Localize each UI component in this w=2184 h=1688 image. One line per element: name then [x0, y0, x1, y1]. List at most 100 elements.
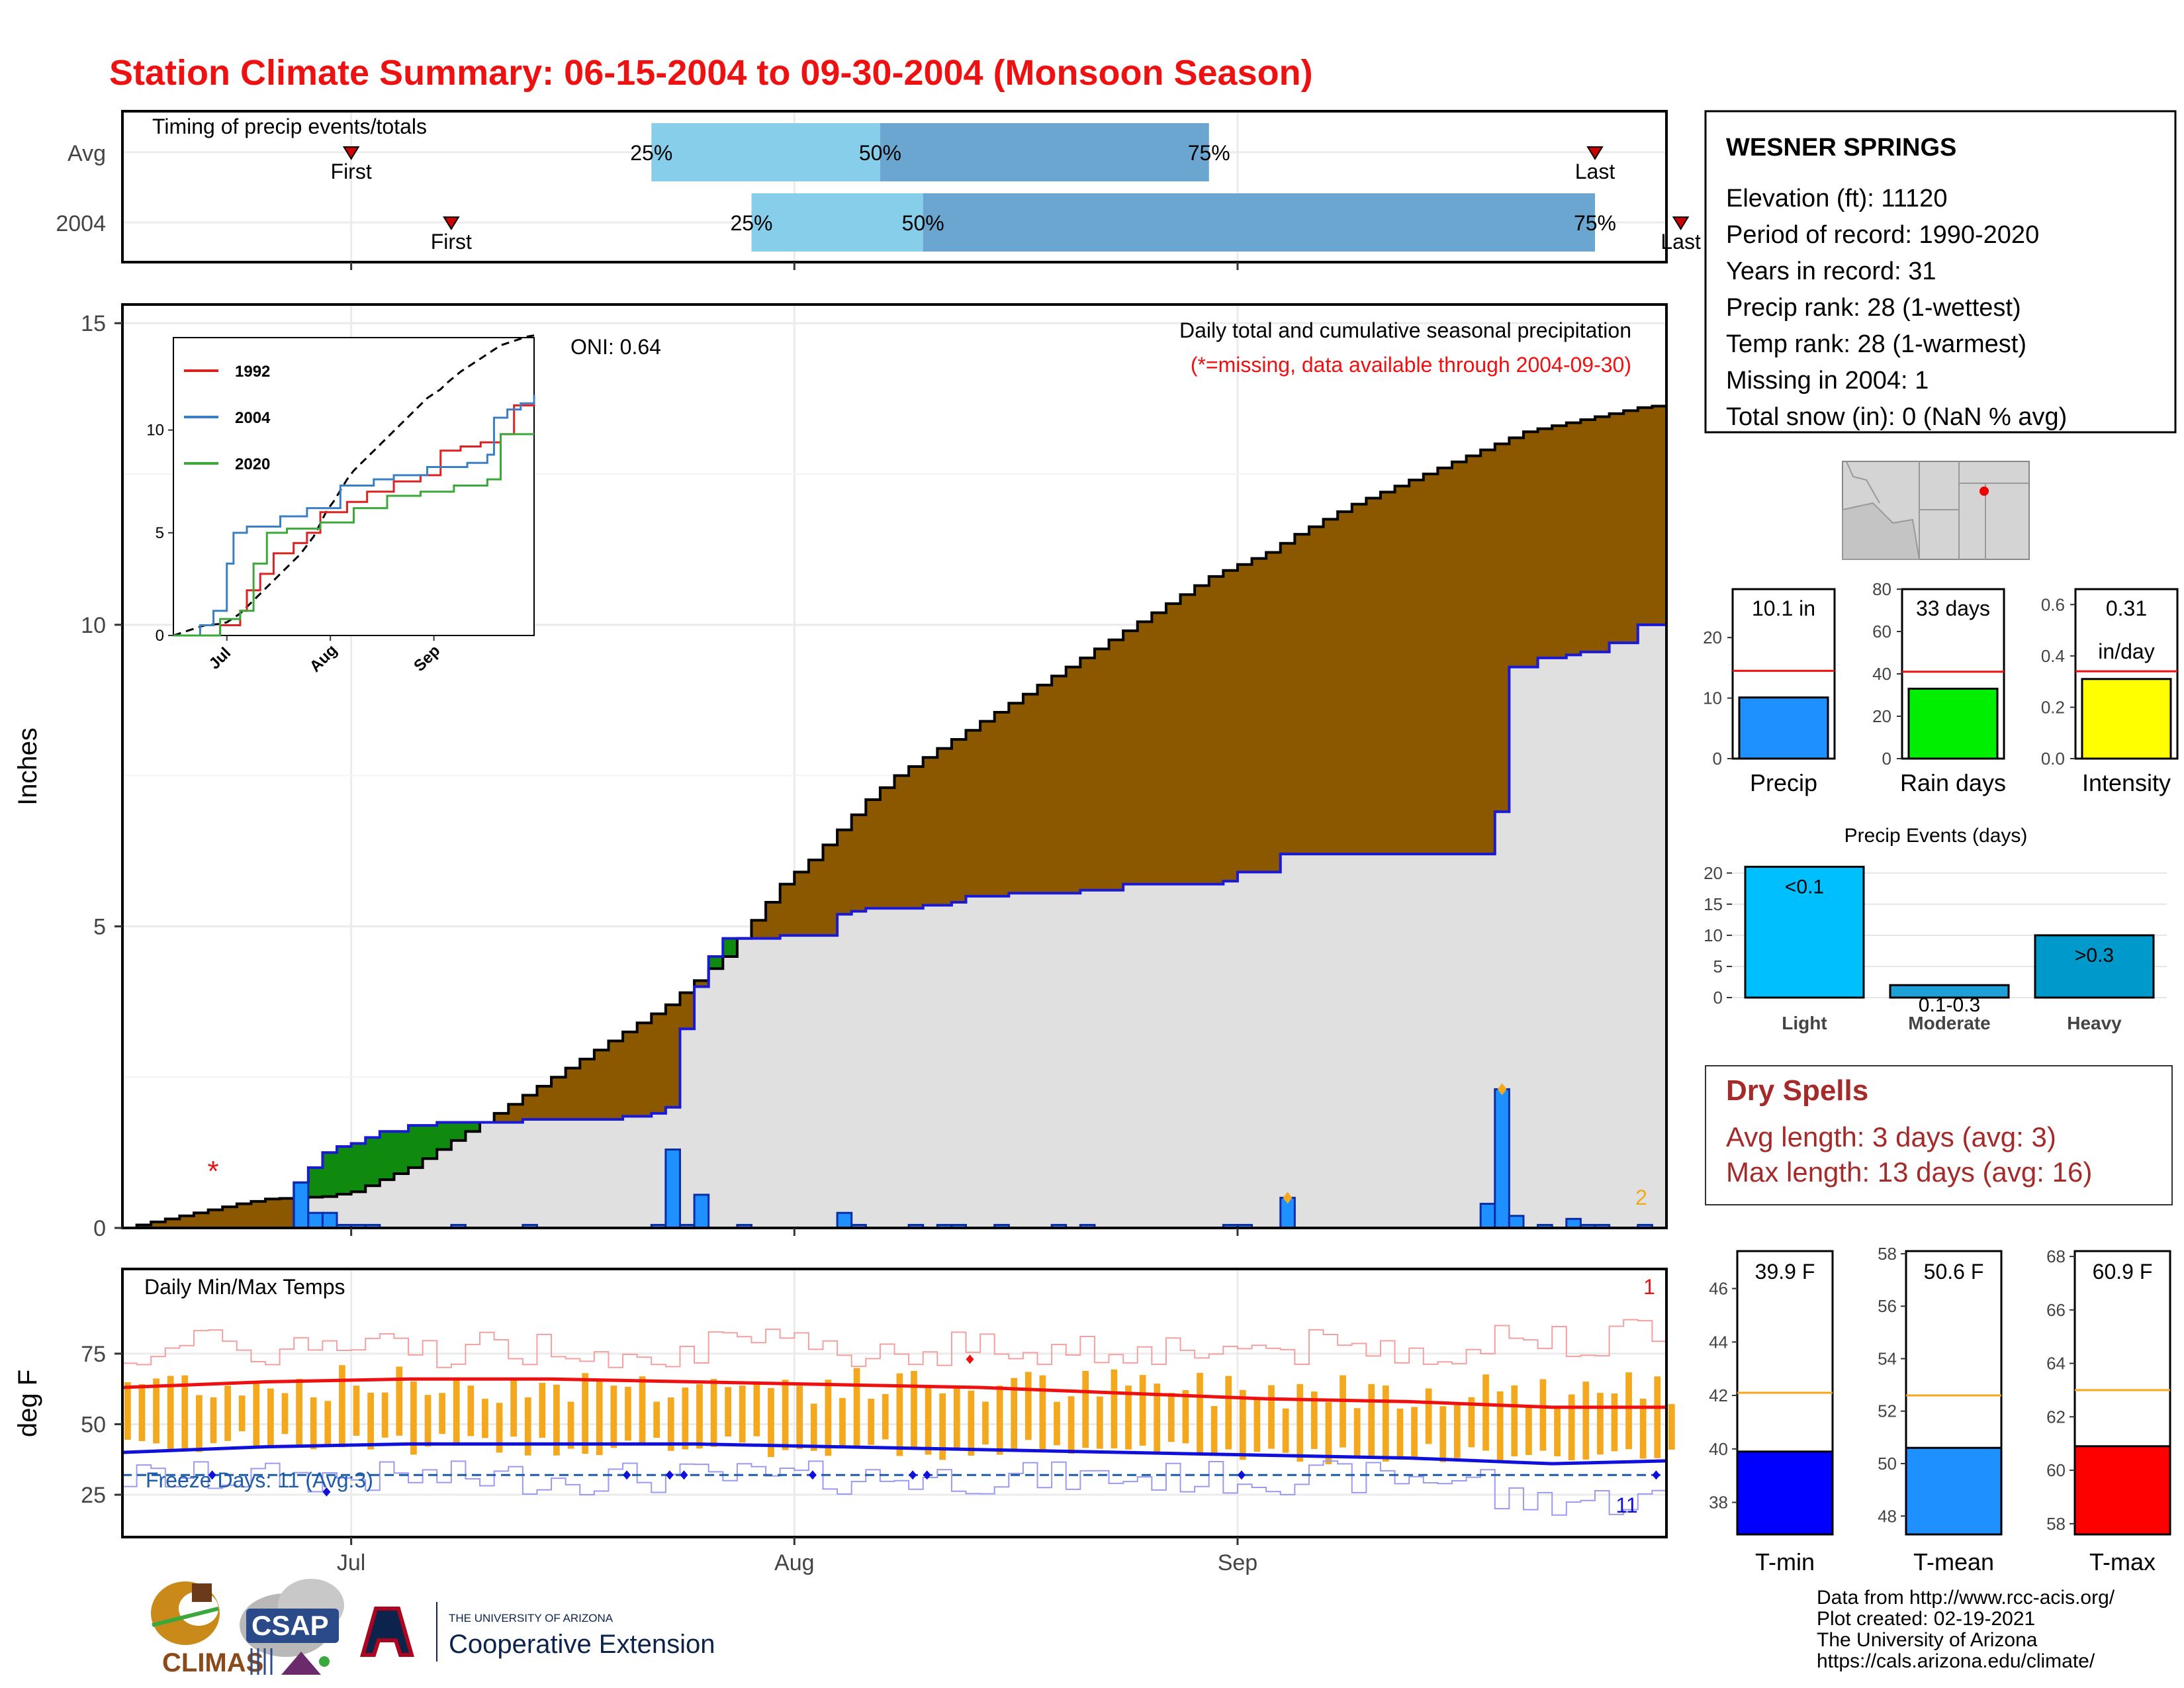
- daily-temp-range-bar: [1253, 1398, 1261, 1452]
- timing-row-label-avg: Avg: [68, 141, 106, 166]
- timing-marker-triangle: [1586, 146, 1604, 160]
- daily-temp-range-bar: [825, 1380, 832, 1456]
- daily-temp-range-bar: [1596, 1393, 1604, 1455]
- daily-temp-range-bar: [982, 1401, 989, 1445]
- precip-y-tick-label: 10: [81, 613, 106, 638]
- footer-line-3: The University of Arizona: [1817, 1629, 2038, 1651]
- daily-temp-range-bar: [1468, 1397, 1475, 1448]
- daily-precip-bar: [307, 1211, 324, 1229]
- timing-bar-25-50: [751, 193, 923, 252]
- temp-bar-category-label: T-mean: [1913, 1548, 1994, 1575]
- temp-bar-value-label: 39.9 F: [1755, 1260, 1815, 1284]
- mini-bar-tick-label: 20: [1703, 628, 1722, 647]
- daily-temp-range-bar: [682, 1387, 689, 1450]
- daily-temp-range-bar: [839, 1397, 846, 1448]
- footer-credits: Data from http://www.rcc-acis.org/ Plot …: [1817, 1587, 2115, 1672]
- daily-temp-range-bar: [567, 1401, 574, 1449]
- mini-bar-value: [2081, 678, 2172, 760]
- oni-label: ONI: 0.64: [570, 335, 661, 359]
- daily-temp-range-bar: [181, 1375, 189, 1450]
- temp-bar-tick-label: 58: [2046, 1514, 2066, 1534]
- daily-temp-range-bar: [1496, 1391, 1504, 1460]
- timing-bar-50-75: [923, 193, 1595, 252]
- daily-temp-range-bar: [739, 1385, 746, 1443]
- daily-temp-range-bar: [1197, 1372, 1203, 1456]
- daily-temp-range-bar: [1525, 1405, 1532, 1456]
- daily-temp-range-bar: [1268, 1385, 1275, 1449]
- temp-bar-tick-label: 54: [1878, 1348, 1897, 1368]
- inset-y-tick-label: 10: [146, 422, 164, 440]
- daily-temp-range-bar: [1368, 1383, 1375, 1457]
- station-location-dot: [1979, 487, 1989, 496]
- temperature-panel: 25 50 75 deg F Daily Min/Max Temps Freeze …: [13, 1268, 1675, 1538]
- dry-spells-box: Dry Spells Avg length: 3 days (avg: 3) M…: [1705, 1065, 2173, 1205]
- x-axis: Jul Aug Sep: [337, 262, 1257, 1575]
- inset-series-line: [173, 433, 534, 637]
- mini-bar-tick-label: 60: [1872, 622, 1891, 641]
- precip-event-bar-label: >0.3: [2075, 945, 2114, 966]
- temp-bar-tick-label: 48: [1878, 1506, 1897, 1526]
- temp-bar-tick-label: 56: [1878, 1296, 1897, 1316]
- daily-temp-range-bar: [882, 1393, 889, 1440]
- timing-p50-label: 50%: [859, 141, 901, 165]
- daily-temp-range-bar: [725, 1387, 731, 1437]
- mini-bar-value-label: 0.31: [2106, 596, 2147, 620]
- page-title: Station Climate Summary: 06-15-2004 to 0…: [109, 53, 1313, 93]
- inset-y-tick-label: 0: [156, 627, 164, 645]
- precip-panel: 0 5 10 15 Inches Daily total and cumulative…: [13, 303, 1668, 1241]
- daily-temp-range-bar: [510, 1378, 517, 1437]
- precip-event-bar-label: 0.1-0.3: [1919, 994, 1980, 1016]
- mini-bar-tick-label: 10: [1703, 688, 1722, 708]
- cumulative-2004-area: [122, 618, 1666, 1228]
- temp-bar-value: [1905, 1446, 2003, 1536]
- daily-temp-range-bar: [1182, 1389, 1189, 1444]
- freeze-day-marker: [208, 1470, 216, 1480]
- daily-temp-range-bar: [1039, 1375, 1046, 1452]
- ua-big-text: Cooperative Extension: [449, 1630, 715, 1659]
- daily-temp-range-bar: [1011, 1378, 1018, 1450]
- daily-precip-bar: [1508, 1215, 1525, 1229]
- daily-temp-range-bar: [296, 1378, 302, 1445]
- temp-bar-tick-label: 62: [2046, 1407, 2066, 1427]
- precip-corner-count: 2: [1635, 1186, 1647, 1209]
- events-y-tick-label: 5: [1713, 957, 1723, 976]
- daily-precip-bar: [1565, 1217, 1582, 1229]
- daily-temp-range-bar: [896, 1373, 903, 1456]
- daily-temp-range-bar: [467, 1385, 475, 1436]
- events-y-tick-label: 10: [1704, 925, 1723, 945]
- precip-y-tick-label: 0: [93, 1216, 106, 1241]
- temp-y-axis-label: deg F: [13, 1370, 42, 1437]
- temp-bar-value: [1736, 1450, 1834, 1536]
- daily-temp-range-bar: [1554, 1405, 1561, 1456]
- inset-legend-label: 2004: [235, 409, 271, 427]
- temp-bar-tick-label: 46: [1709, 1279, 1728, 1299]
- daily-temp-range-bar: [1340, 1375, 1346, 1448]
- x-tick-label: Sep: [1218, 1550, 1258, 1575]
- csap-logo: CSAP: [240, 1579, 344, 1675]
- inset-legend-label: 1992: [235, 363, 270, 381]
- daily-temp-range-bar: [353, 1385, 360, 1436]
- timing-marker-triangle: [342, 146, 360, 160]
- daily-temp-range-bar: [367, 1392, 374, 1450]
- temp-bar-tick-label: 40: [1709, 1439, 1728, 1459]
- summary-mini-bars: 0 10 20 10.1 in Precip 0 20 40 60 80 33 days Rain d…: [1703, 579, 2179, 796]
- freeze-day-marker: [665, 1470, 674, 1480]
- footer-line-1: Data from http://www.rcc-acis.org/: [1817, 1587, 2115, 1609]
- freeze-day-marker: [322, 1487, 331, 1497]
- precip-y-tick-label: 5: [93, 914, 106, 939]
- temp-y-tick-label: 75: [81, 1342, 106, 1367]
- daily-temp-range-bar: [1539, 1379, 1547, 1451]
- temp-bar-value-label: 50.6 F: [1924, 1260, 1984, 1284]
- x-tick-label: Aug: [774, 1550, 815, 1575]
- daily-temp-range-bar: [281, 1393, 289, 1434]
- temp-bar-tick-label: 58: [1878, 1244, 1897, 1264]
- dry-spells-title: Dry Spells: [1726, 1074, 1868, 1107]
- daily-temp-range-bar: [1225, 1376, 1232, 1450]
- temp-bar-tick-label: 68: [2046, 1246, 2066, 1266]
- daily-temp-range-bar: [524, 1397, 531, 1456]
- timing-bar-50-75: [880, 123, 1209, 181]
- temp-bar-category-label: T-max: [2089, 1548, 2156, 1575]
- temp-bar-tick-label: 50: [1878, 1454, 1897, 1474]
- record-low-line: [122, 1460, 1667, 1516]
